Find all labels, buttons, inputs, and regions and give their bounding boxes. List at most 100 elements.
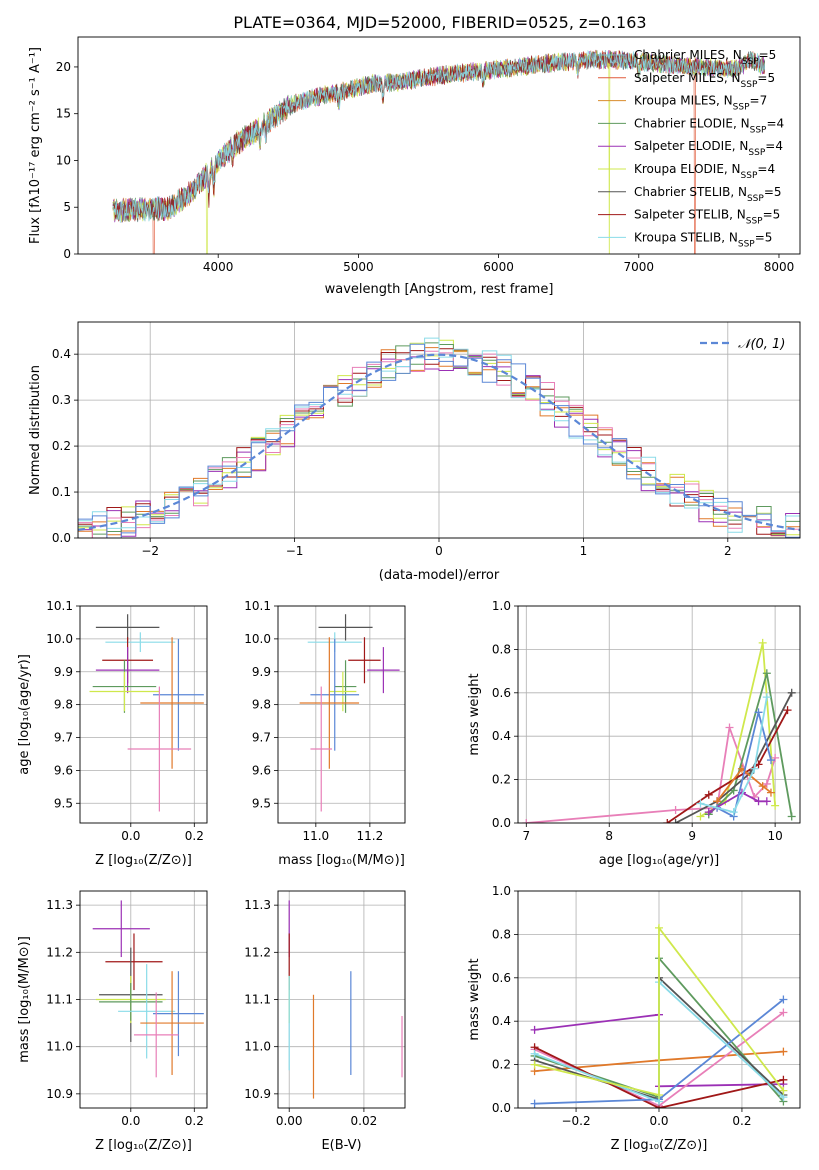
weight-line bbox=[675, 692, 793, 823]
weight-line bbox=[716, 712, 772, 818]
x-tick-label: −1 bbox=[286, 544, 304, 558]
mass-weight-vs-age-panel: 7 8 9 10 0.0 0.2 0.4 0.6 0.8 1.0 age [log₁₀(age/yr… bbox=[467, 599, 801, 868]
label-part: Salpeter MILES, N bbox=[634, 71, 741, 85]
weight-marker bbox=[725, 723, 734, 732]
legend-entry: Chabrier MILES, NSSP=5 bbox=[634, 48, 776, 67]
normal-curve bbox=[78, 353, 800, 531]
y-tick-label: 1.0 bbox=[492, 884, 511, 898]
y-tick-label: 9.7 bbox=[252, 731, 271, 745]
x-tick-label: 5000 bbox=[343, 260, 374, 274]
x-tick-label: 7 bbox=[522, 829, 530, 843]
plot-area bbox=[299, 614, 400, 812]
mass-vs-metallicity-panel: 0.0 0.2 10.9 11.0 11.1 11.2 11.3 Z [log₁₀(Z/Z⊙)… bbox=[17, 890, 208, 1153]
x-axis-label: mass [log₁₀(M/M⊙)] bbox=[278, 853, 405, 868]
legend-entry: Salpeter STELIB, NSSP=5 bbox=[634, 208, 780, 227]
legend-entry: Salpeter MILES, NSSP=5 bbox=[634, 71, 775, 90]
axes-frame bbox=[517, 605, 801, 824]
x-tick-label: 6000 bbox=[483, 260, 514, 274]
x-tick-label: 4000 bbox=[203, 260, 234, 274]
label-part: =5 bbox=[755, 230, 773, 244]
x-axis-label: Z [log₁₀(Z/Z⊙)] bbox=[95, 853, 192, 868]
residual-histogram-panel: −2 −1 0 1 2 0.0 0.1 0.2 0.3 0.4 𝒩(0, 1) (data-model… bbox=[28, 321, 801, 583]
weight-line bbox=[534, 1046, 784, 1108]
weight-marker bbox=[530, 1049, 539, 1058]
label-part: SSP bbox=[750, 125, 767, 135]
label-part: SSP bbox=[738, 239, 755, 249]
weight-marker bbox=[655, 923, 663, 932]
weight-marker bbox=[671, 805, 680, 814]
weight-marker bbox=[729, 808, 738, 817]
x-tick-label: 1 bbox=[580, 544, 588, 558]
weight-marker bbox=[696, 812, 705, 821]
x-tick-label: 11.2 bbox=[357, 829, 384, 843]
weight-marker bbox=[663, 819, 672, 823]
weight-marker bbox=[779, 1008, 788, 1017]
weight-marker bbox=[696, 799, 705, 808]
x-tick-label: 8000 bbox=[764, 260, 795, 274]
legend-entry: Salpeter ELODIE, NSSP=4 bbox=[634, 139, 783, 158]
age-vs-mass-panel: 11.0 11.2 9.5 9.6 9.7 9.8 9.9 10.0 10.1 mass [log… bbox=[244, 599, 406, 868]
y-tick-label: 9.9 bbox=[252, 665, 271, 679]
y-tick-label: 0.0 bbox=[52, 531, 71, 545]
weight-marker bbox=[754, 708, 763, 717]
label-part: Kroupa ELODIE, N bbox=[634, 162, 741, 176]
y-tick-label: 11.1 bbox=[244, 993, 271, 1007]
label-part: Chabrier MILES, N bbox=[634, 48, 742, 62]
x-tick-label: 0 bbox=[435, 544, 443, 558]
x-tick-label: 0.2 bbox=[185, 829, 204, 843]
y-tick-label: 0.8 bbox=[492, 927, 511, 941]
y-tick-label: 10.9 bbox=[46, 1087, 73, 1101]
plot-area bbox=[78, 337, 800, 538]
y-tick-label: 10.0 bbox=[244, 632, 271, 646]
label-part: =4 bbox=[765, 139, 783, 153]
weight-marker bbox=[530, 1060, 539, 1069]
x-tick-label: 0.0 bbox=[121, 1114, 140, 1128]
plot-area bbox=[530, 923, 788, 1108]
y-tick-label: 0.4 bbox=[52, 347, 71, 361]
weight-marker bbox=[762, 693, 771, 702]
weight-marker bbox=[530, 1099, 539, 1108]
y-tick-label: 10.9 bbox=[244, 1087, 271, 1101]
y-axis-label: mass weight bbox=[467, 673, 482, 755]
label-part: =5 bbox=[764, 185, 782, 199]
weight-marker bbox=[783, 706, 792, 715]
weight-marker bbox=[766, 756, 775, 765]
label-part: SSP bbox=[741, 80, 758, 90]
mass-weight-vs-metallicity-panel: −0.2 0.0 0.2 0.0 0.2 0.4 0.6 0.8 1.0 Z [log₁₀(Z/Z… bbox=[467, 884, 801, 1153]
y-tick-label: 10.1 bbox=[244, 599, 271, 613]
y-tick-label: 15 bbox=[56, 107, 71, 121]
legend-entry: Kroupa STELIB, NSSP=5 bbox=[634, 230, 772, 249]
weight-marker bbox=[766, 788, 775, 797]
x-axis-label: Z [log₁₀(Z/Z⊙)] bbox=[95, 1138, 192, 1153]
figure-title: PLATE=0364, MJD=52000, FIBERID=0525, z=0… bbox=[233, 13, 646, 32]
weight-marker bbox=[779, 1086, 788, 1095]
label-part: SSP bbox=[733, 103, 750, 113]
spectrum-line bbox=[112, 49, 766, 224]
x-tick-label: 0.0 bbox=[121, 829, 140, 843]
mass-vs-ebv-panel: 0.00 0.02 10.9 11.0 11.1 11.2 11.3 E(B-V) bbox=[244, 890, 406, 1153]
weight-marker bbox=[787, 688, 796, 697]
y-tick-label: 0.0 bbox=[492, 816, 511, 830]
y-axis-label: mass weight bbox=[467, 958, 482, 1040]
label-part: Chabrier STELIB, N bbox=[634, 185, 747, 199]
y-tick-label: 9.5 bbox=[252, 796, 271, 810]
axes-frame bbox=[79, 605, 208, 824]
y-tick-label: 0.4 bbox=[492, 729, 511, 743]
y-tick-label: 10.1 bbox=[46, 599, 73, 613]
age-vs-metallicity-panel: 0.0 0.2 9.5 9.6 9.7 9.8 9.9 10.0 10.1 Z [log₁₀(Z/… bbox=[17, 599, 208, 868]
x-axis-label: E(B-V) bbox=[321, 1138, 361, 1153]
weight-marker bbox=[758, 782, 767, 791]
weight-marker bbox=[530, 1025, 539, 1034]
plot-area bbox=[89, 614, 204, 812]
x-tick-label: 0.2 bbox=[185, 1114, 204, 1128]
axes-frame bbox=[79, 890, 208, 1109]
weight-marker bbox=[704, 790, 713, 799]
y-axis-label: Flux [fλ10⁻¹⁷ erg cm⁻² s⁻¹ A⁻¹] bbox=[28, 47, 43, 244]
y-tick-label: 0.2 bbox=[52, 439, 71, 453]
weight-marker bbox=[750, 764, 759, 773]
weight-line bbox=[716, 767, 772, 802]
y-tick-label: 0.0 bbox=[492, 1101, 511, 1115]
y-tick-label: 9.8 bbox=[54, 698, 73, 712]
x-tick-label: −2 bbox=[141, 544, 159, 558]
